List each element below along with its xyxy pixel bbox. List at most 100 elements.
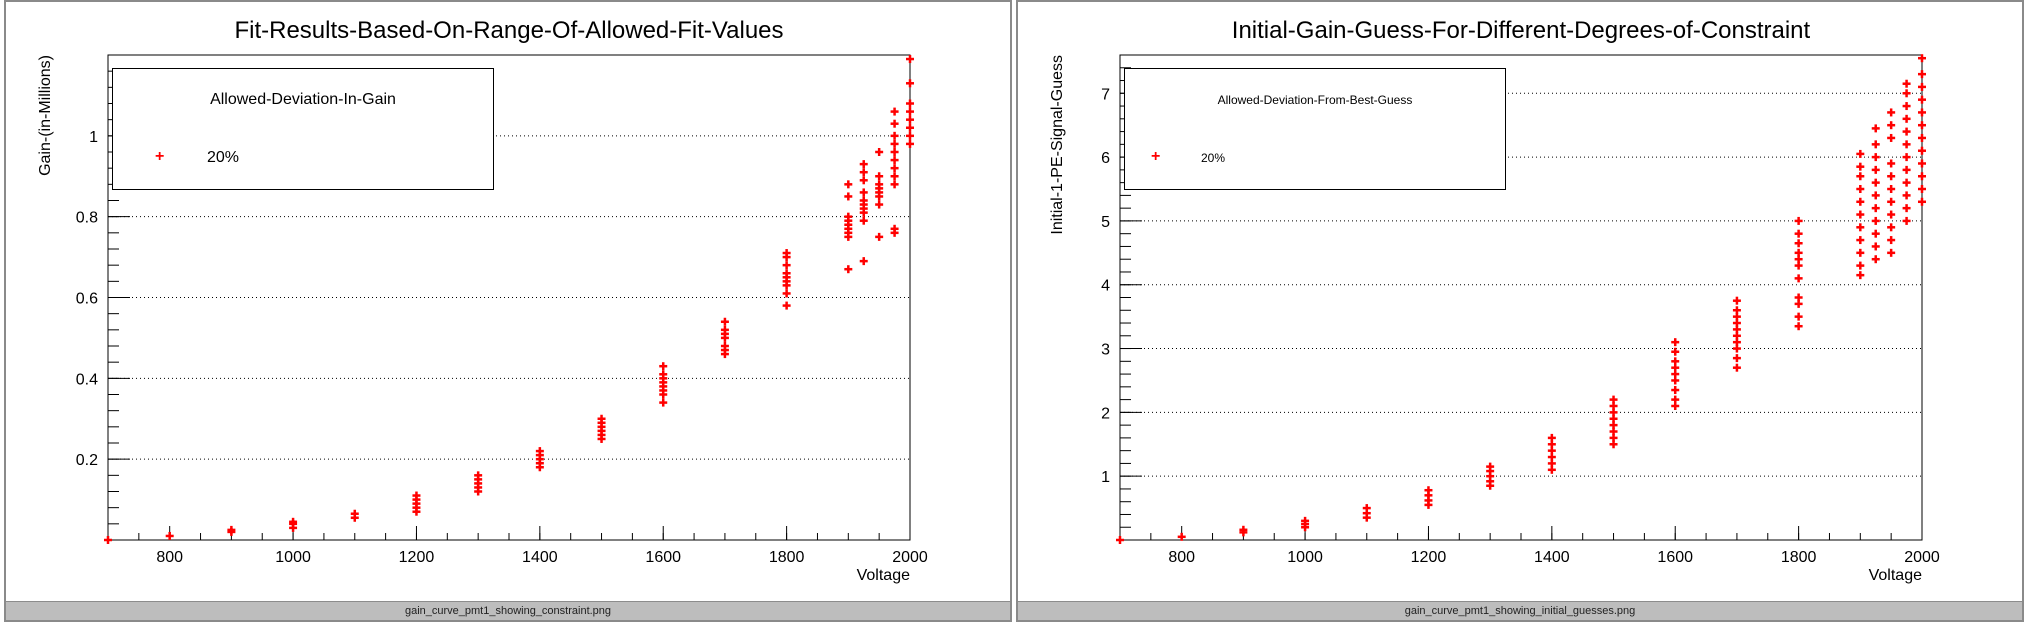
left-caption-bar: gain_curve_pmt1_showing_constraint.png (6, 601, 1010, 620)
data-point (890, 119, 899, 128)
y-tick-label: 4 (1101, 278, 1110, 295)
data-point (844, 265, 853, 274)
data-point (890, 156, 899, 165)
data-point (906, 139, 914, 148)
y-tick-label: 2 (1101, 405, 1110, 422)
data-point (1856, 223, 1865, 232)
data-point (1918, 108, 1926, 117)
data-point (1871, 153, 1880, 162)
x-tick-label: 1200 (1411, 549, 1447, 566)
x-tick-label: 1800 (769, 549, 805, 566)
data-point (906, 99, 914, 108)
data-point (1918, 121, 1926, 130)
right-legend-box: Allowed-Deviation-From-Best-Guess + 20% (1124, 68, 1506, 190)
data-point (782, 301, 791, 310)
y-tick-label: 0.8 (76, 210, 98, 227)
data-point (1887, 172, 1896, 181)
data-point (1486, 462, 1495, 471)
data-point (890, 180, 899, 189)
x-tick-label: 800 (1168, 549, 1195, 566)
data-point (1887, 210, 1896, 219)
data-point (1887, 121, 1896, 130)
data-point (350, 509, 359, 518)
data-point (1301, 516, 1310, 525)
data-point (1918, 95, 1926, 104)
data-point (535, 447, 544, 456)
data-point (782, 249, 791, 258)
data-point (890, 148, 899, 156)
x-tick-label: 1600 (1657, 549, 1693, 566)
chart-title: Fit-Results-Based-On-Range-Of-Allowed-Fi… (234, 17, 783, 44)
data-point (1918, 159, 1926, 168)
data-point (1856, 149, 1865, 158)
data-point (1856, 248, 1865, 257)
data-point (1902, 89, 1911, 98)
data-point (1362, 504, 1371, 513)
data-point (104, 536, 112, 544)
data-point (875, 200, 884, 209)
y-axis-label: Initial-1-PE-Signal-Guess (1049, 55, 1066, 235)
data-point (1887, 197, 1896, 206)
x-tick-label: 800 (156, 549, 183, 566)
data-point (859, 176, 868, 185)
data-point (1871, 255, 1880, 264)
data-point (782, 269, 791, 278)
data-point (859, 160, 868, 169)
data-point (1902, 165, 1911, 174)
data-point (875, 148, 884, 156)
x-tick-label: 1400 (522, 549, 558, 566)
data-point (906, 131, 914, 140)
data-point (890, 131, 899, 140)
y-tick-label: 1 (1101, 469, 1110, 486)
data-point (844, 192, 853, 201)
right-chart-pane: Initial-Gain-Guess-For-Different-Degrees… (1016, 0, 2024, 622)
data-point (1671, 395, 1680, 404)
data-point (1671, 338, 1680, 347)
data-point (906, 107, 914, 116)
data-point (1902, 191, 1911, 200)
data-point (875, 232, 884, 241)
data-point (1856, 197, 1865, 206)
data-point (659, 370, 668, 379)
data-point (1887, 236, 1896, 245)
data-point (1794, 312, 1803, 321)
x-tick-label: 1800 (1781, 549, 1817, 566)
data-point (1871, 124, 1880, 133)
data-point (1887, 185, 1896, 194)
data-point (1794, 248, 1803, 257)
data-point (859, 168, 868, 177)
data-point (1732, 306, 1741, 315)
data-point (1887, 248, 1896, 257)
data-point (859, 257, 868, 266)
y-tick-label: 6 (1101, 150, 1110, 167)
left-legend-box: Allowed-Deviation-In-Gain + 20% (112, 68, 494, 190)
data-point (1902, 204, 1911, 213)
data-point (1902, 153, 1911, 162)
data-point (890, 224, 899, 233)
data-point (782, 289, 791, 298)
right-caption-bar: gain_curve_pmt1_showing_initial_guesses.… (1018, 601, 2022, 620)
data-point (906, 123, 914, 132)
data-point (906, 55, 914, 64)
data-point (1794, 229, 1803, 238)
x-tick-label: 1000 (1287, 549, 1323, 566)
data-point (1887, 159, 1896, 168)
right-legend-entry: 20% (1201, 151, 1226, 165)
data-point (1918, 172, 1926, 181)
y-tick-label: 0.4 (76, 371, 98, 388)
data-point (1887, 223, 1896, 232)
x-tick-label: 1600 (645, 549, 681, 566)
data-point (1871, 216, 1880, 225)
data-point (859, 196, 868, 205)
data-point (659, 362, 668, 371)
data-point (1871, 140, 1880, 149)
data-point (1671, 357, 1680, 366)
data-point (1902, 114, 1911, 123)
data-point (1871, 191, 1880, 200)
data-point (844, 180, 853, 189)
data-point (1887, 108, 1896, 117)
data-point (1856, 261, 1865, 270)
data-point (412, 491, 421, 500)
data-point (1671, 386, 1680, 395)
data-point (1871, 204, 1880, 213)
